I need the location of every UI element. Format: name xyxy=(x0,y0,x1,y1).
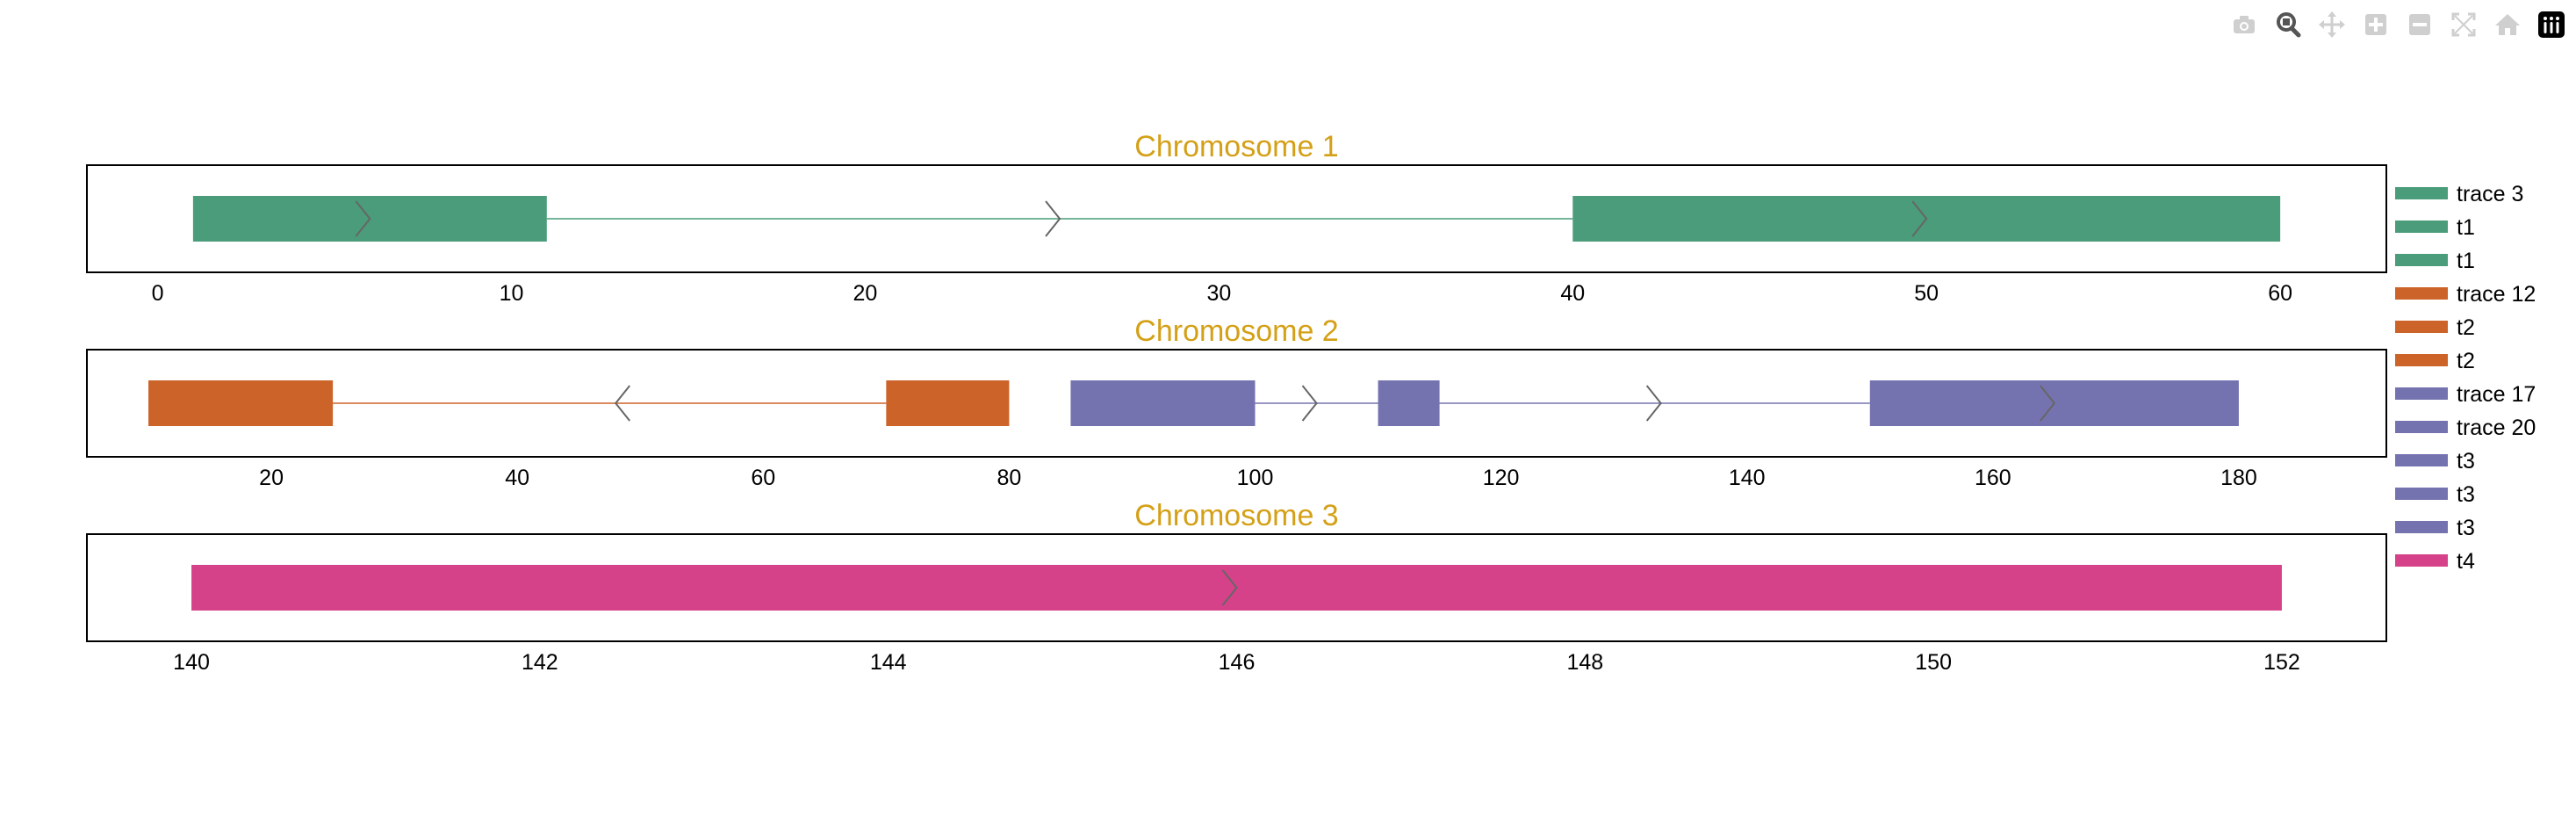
zoom-in-icon xyxy=(2365,14,2386,35)
legend-swatch xyxy=(2395,387,2448,400)
legend-label: trace 12 xyxy=(2457,282,2536,307)
plotly-logo-icon xyxy=(2538,11,2565,38)
strand-arrow xyxy=(2040,385,2056,422)
x-tick-label: 30 xyxy=(1206,281,1231,306)
panel-title: Chromosome 3 xyxy=(1134,499,1338,532)
strand-arrow xyxy=(1045,200,1061,237)
exon-bar xyxy=(886,380,1010,426)
legend-swatch xyxy=(2395,221,2448,233)
legend-label: t2 xyxy=(2457,315,2475,340)
legend-item[interactable]: trace 3 xyxy=(2395,182,2523,206)
pan-icon xyxy=(2319,11,2345,38)
legend-item[interactable]: trace 12 xyxy=(2395,282,2536,307)
legend-item[interactable]: trace 20 xyxy=(2395,416,2536,440)
legend-label: trace 17 xyxy=(2457,382,2536,407)
legend-item[interactable]: t2 xyxy=(2395,315,2475,340)
legend-swatch xyxy=(2395,521,2448,533)
legend-label: trace 3 xyxy=(2457,182,2523,206)
x-tick-label: 40 xyxy=(1560,281,1585,306)
legend-label: t3 xyxy=(2457,482,2475,507)
zoom-in-button[interactable] xyxy=(2358,7,2393,42)
zoom-out-icon xyxy=(2409,14,2430,35)
x-tick-label: 80 xyxy=(997,466,1021,490)
legend-swatch xyxy=(2395,554,2448,567)
x-tick-label: 20 xyxy=(259,466,284,490)
legend-swatch xyxy=(2395,421,2448,433)
x-tick-label: 146 xyxy=(1219,650,1256,675)
legend-item[interactable]: t3 xyxy=(2395,449,2475,474)
x-tick-label: 142 xyxy=(522,650,558,675)
x-tick-label: 60 xyxy=(751,466,775,490)
x-tick-label: 10 xyxy=(500,281,524,306)
zoom-icon xyxy=(2277,12,2301,38)
x-tick-label: 150 xyxy=(1915,650,1952,675)
exon-bar xyxy=(1070,380,1256,426)
x-tick-label: 160 xyxy=(1975,466,2011,490)
legend-label: t2 xyxy=(2457,349,2475,373)
home-icon xyxy=(2495,14,2520,35)
panel-title: Chromosome 2 xyxy=(1134,315,1338,348)
legend-swatch xyxy=(2395,354,2448,366)
legend-label: trace 20 xyxy=(2457,416,2536,440)
pan-button[interactable] xyxy=(2314,7,2349,42)
exon-bar xyxy=(148,380,334,426)
chromosome-panel-2: Chromosome 2 20 40 60 80 100 120 140 160 180 xyxy=(86,315,2387,490)
strand-arrow xyxy=(1221,569,1238,606)
legend-item[interactable]: t4 xyxy=(2395,549,2475,574)
autoscale-icon xyxy=(2451,12,2476,37)
panel-frame xyxy=(86,349,2387,458)
plotly-logo-button[interactable] xyxy=(2534,7,2569,42)
x-tick-label: 20 xyxy=(853,281,878,306)
legend-item[interactable]: t3 xyxy=(2395,482,2475,507)
strand-arrow xyxy=(355,200,371,237)
x-tick-label: 60 xyxy=(2268,281,2292,306)
strand-arrow xyxy=(614,385,631,422)
panel-frame xyxy=(86,164,2387,273)
legend-item[interactable]: t1 xyxy=(2395,215,2475,240)
x-tick-label: 40 xyxy=(505,466,529,490)
panel-title: Chromosome 1 xyxy=(1134,130,1338,163)
legend-item[interactable]: t1 xyxy=(2395,249,2475,273)
x-tick-label: 148 xyxy=(1566,650,1603,675)
x-tick-label: 144 xyxy=(870,650,907,675)
legend-label: t4 xyxy=(2457,549,2475,574)
legend-swatch xyxy=(2395,254,2448,266)
x-tick-label: 152 xyxy=(2263,650,2300,675)
legend: trace 3 t1 t1 trace 12 t2 t2 trace 17 trace 20 t… xyxy=(2395,182,2536,574)
zoom-out-button[interactable] xyxy=(2402,7,2437,42)
x-tick-label: 0 xyxy=(152,281,164,306)
camera-icon xyxy=(2234,16,2255,33)
x-tick-label: 140 xyxy=(1729,466,1766,490)
legend-label: t3 xyxy=(2457,449,2475,474)
x-tick-label: 100 xyxy=(1237,466,1274,490)
x-tick-label: 50 xyxy=(1914,281,1939,306)
x-tick-label: 120 xyxy=(1483,466,1520,490)
strand-arrow xyxy=(1645,385,1662,422)
legend-label: t3 xyxy=(2457,516,2475,540)
legend-swatch xyxy=(2395,321,2448,333)
legend-item[interactable]: trace 17 xyxy=(2395,382,2536,407)
camera-button[interactable] xyxy=(2227,7,2262,42)
modebar xyxy=(2227,7,2569,42)
autoscale-button[interactable] xyxy=(2446,7,2481,42)
strand-arrow xyxy=(1911,200,1928,237)
zoom-button[interactable] xyxy=(2270,7,2306,42)
legend-swatch xyxy=(2395,488,2448,500)
legend-item[interactable]: t3 xyxy=(2395,516,2475,540)
chromosome-panel-1: Chromosome 1 0 10 20 30 40 50 60 xyxy=(86,130,2387,306)
legend-label: t1 xyxy=(2457,249,2475,273)
home-button[interactable] xyxy=(2490,7,2525,42)
exon-bar xyxy=(1378,380,1440,426)
legend-item[interactable]: t2 xyxy=(2395,349,2475,373)
legend-swatch xyxy=(2395,287,2448,300)
x-tick-label: 180 xyxy=(2220,466,2257,490)
x-tick-label: 140 xyxy=(173,650,210,675)
legend-swatch xyxy=(2395,187,2448,199)
legend-swatch xyxy=(2395,454,2448,466)
legend-label: t1 xyxy=(2457,215,2475,240)
strand-arrow xyxy=(1301,385,1318,422)
chromosome-panel-3: Chromosome 3 140 142 144 146 148 150 152 xyxy=(86,499,2387,675)
